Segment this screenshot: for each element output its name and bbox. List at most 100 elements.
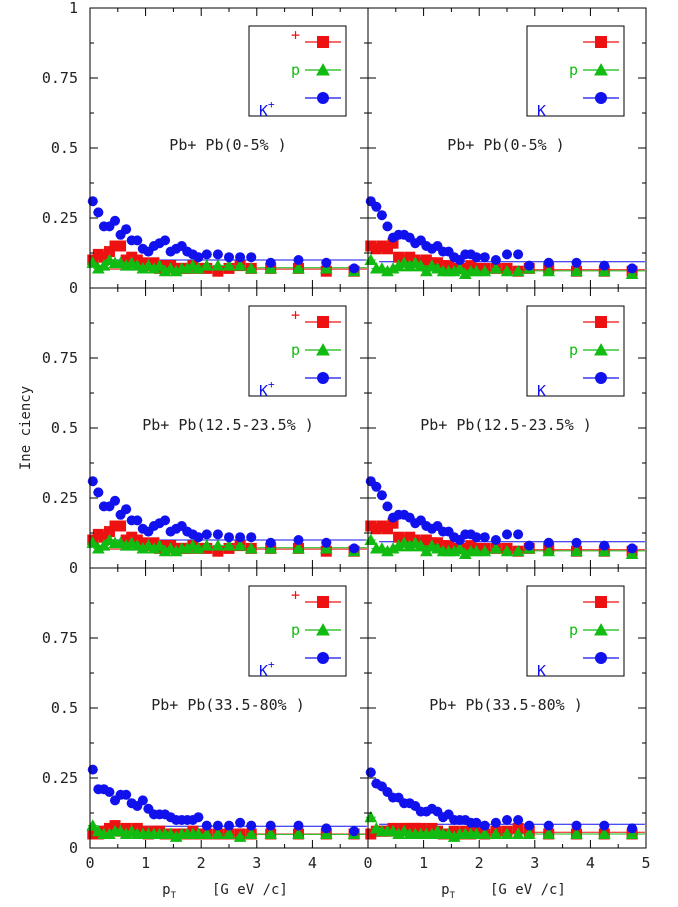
- legend-label: K: [537, 102, 546, 120]
- data-point: [109, 240, 121, 252]
- legend-item: p: [569, 341, 619, 359]
- data-point: [479, 532, 490, 543]
- series-circle: [365, 767, 638, 834]
- data-point: [212, 529, 223, 540]
- legend-marker-circle: [595, 92, 607, 104]
- x-tick-label: 3: [252, 854, 261, 872]
- legend: + p K+: [248, 25, 347, 120]
- data-point: [471, 817, 482, 828]
- data-point: [470, 544, 483, 557]
- series-triangle: [86, 253, 361, 277]
- legend-marker-triangle: [594, 623, 608, 636]
- data-point: [599, 260, 610, 271]
- legend-marker-circle: [595, 372, 607, 384]
- data-point: [212, 545, 224, 557]
- data-point: [404, 531, 416, 543]
- data-point: [224, 820, 234, 831]
- legend-item: +: [291, 306, 341, 328]
- data-point: [414, 259, 428, 271]
- data-point: [193, 812, 204, 823]
- x-tick-label: 1: [141, 854, 150, 872]
- data-point: [393, 251, 405, 263]
- series-circle: [365, 476, 638, 554]
- data-point: [104, 787, 115, 797]
- data-point: [502, 249, 512, 260]
- data-point: [98, 531, 110, 543]
- data-point: [103, 526, 115, 538]
- data-point: [513, 249, 524, 260]
- data-point: [211, 259, 225, 271]
- legend-marker-triangle: [594, 63, 608, 76]
- y-tick-label: 0.75: [42, 629, 78, 647]
- data-point: [293, 535, 304, 545]
- legend-label: K+: [259, 658, 275, 680]
- x-tick-label: 0: [363, 854, 372, 872]
- data-point: [115, 520, 127, 532]
- legend-label: K+: [259, 98, 275, 120]
- x-axis-title-right: pT [G eV /c]: [441, 882, 566, 901]
- data-point: [211, 827, 225, 840]
- data-point: [376, 490, 387, 501]
- data-point: [627, 263, 638, 274]
- data-point: [479, 820, 490, 831]
- data-point: [224, 532, 234, 543]
- y-axis-title: Ine ciency: [18, 386, 34, 470]
- data-point: [453, 542, 467, 554]
- legend-superscript: +: [268, 98, 275, 111]
- data-point: [321, 537, 332, 548]
- data-point: [627, 543, 638, 554]
- legend-marker-circle: [595, 652, 607, 664]
- legend-marker-circle: [317, 652, 329, 664]
- data-point: [382, 221, 393, 232]
- legend-item: +: [291, 586, 341, 608]
- data-point: [376, 520, 388, 532]
- data-point: [471, 532, 482, 543]
- legend-label: K+: [259, 378, 275, 400]
- data-point: [522, 827, 536, 840]
- data-point: [513, 815, 524, 825]
- legend-marker-square: [595, 596, 607, 608]
- x-tick-label: 2: [197, 854, 206, 872]
- legend-label: +: [291, 26, 300, 44]
- x-tick-label: 1: [419, 854, 428, 872]
- data-point: [478, 544, 492, 557]
- legend-box: [526, 585, 625, 677]
- data-point: [222, 539, 236, 551]
- data-point: [121, 504, 132, 515]
- data-point: [193, 252, 204, 263]
- data-point: [160, 515, 171, 526]
- legend-marker-square: [595, 36, 607, 48]
- legend-item: K: [537, 652, 619, 680]
- data-point: [110, 495, 121, 506]
- y-tick-label: 0.75: [42, 69, 78, 87]
- legend: pK: [526, 585, 625, 680]
- legend-marker-square: [317, 36, 329, 48]
- series-circle: [87, 196, 360, 274]
- data-point: [293, 820, 304, 831]
- data-point: [502, 529, 512, 540]
- data-point: [292, 827, 305, 840]
- data-point: [597, 827, 611, 840]
- x-axis-title-left: pT [G eV /c]: [162, 882, 288, 901]
- data-point: [470, 827, 483, 840]
- data-point: [542, 264, 556, 277]
- data-point: [542, 827, 556, 840]
- legend-box: [248, 305, 347, 397]
- data-point: [200, 259, 214, 271]
- legend-label: p: [569, 61, 578, 79]
- panel-2-1: Pb+ Pb(33.5-80% )pK: [364, 585, 645, 842]
- data-point: [235, 252, 246, 263]
- data-point: [265, 820, 276, 831]
- legend-label: K: [537, 382, 546, 400]
- legend-box: [526, 25, 625, 117]
- panel-label: Pb+ Pb(0-5% ): [447, 136, 564, 154]
- data-point: [200, 539, 214, 551]
- data-point: [192, 827, 205, 840]
- panel-label: Pb+ Pb(12.5-23.5% ): [142, 416, 314, 434]
- data-point: [321, 823, 332, 834]
- data-point: [500, 827, 514, 840]
- y-tick-label: 0: [69, 839, 78, 857]
- data-point: [502, 815, 512, 825]
- data-point: [470, 264, 483, 277]
- data-point: [511, 544, 525, 557]
